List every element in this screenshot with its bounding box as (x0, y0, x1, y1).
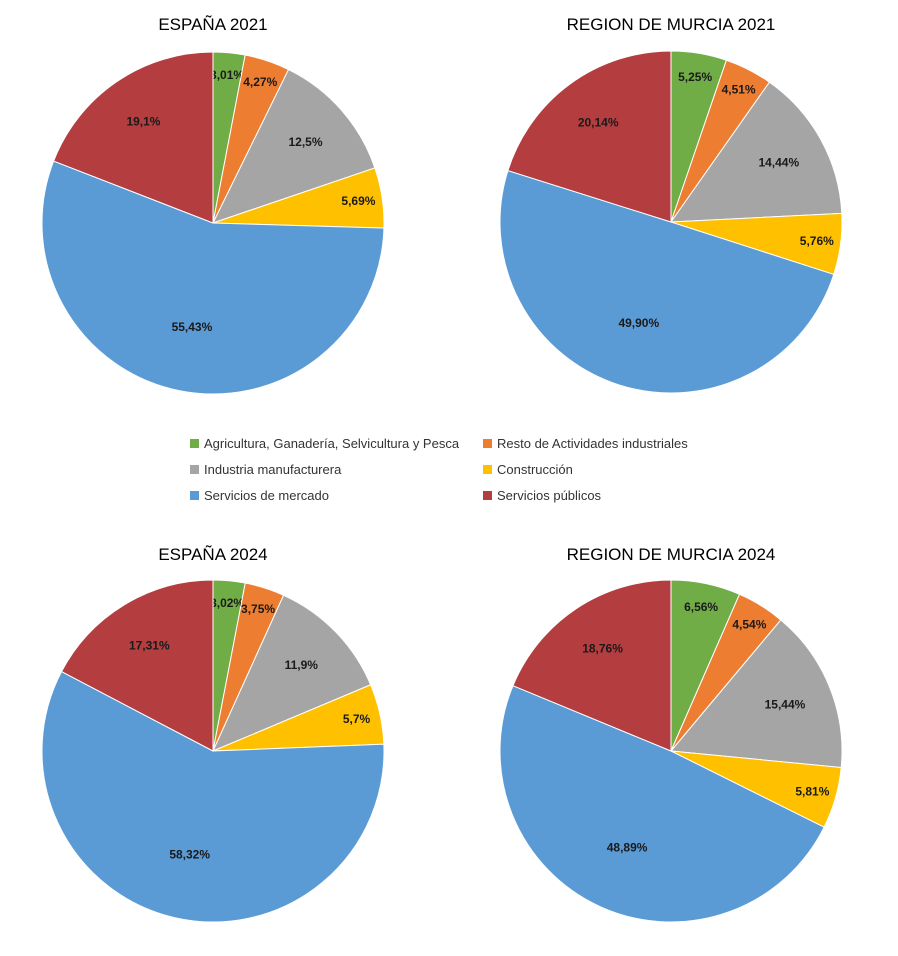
legend-swatch (483, 491, 492, 500)
data-label-agricultura: 3,01% (210, 68, 244, 82)
data-label-agricultura: 6,56% (684, 600, 718, 614)
data-label-servicios-mercado: 58,32% (169, 847, 210, 861)
data-label-resto-industriales: 3,75% (241, 602, 275, 616)
data-label-resto-industriales: 4,54% (732, 618, 766, 632)
legend-item-resto-industriales: Resto de Actividades industriales (483, 436, 688, 451)
data-label-industria: 11,9% (285, 658, 319, 672)
data-label-servicios-mercado: 49,90% (618, 316, 659, 330)
chart-title-murcia-2021: REGION DE MURCIA 2021 (566, 15, 776, 34)
data-label-industria: 14,44% (758, 156, 799, 170)
legend-label: Construcción (497, 462, 573, 477)
data-label-agricultura: 5,25% (678, 70, 712, 84)
data-label-resto-industriales: 4,51% (722, 82, 756, 96)
pie-slice-servicios-mercado (499, 169, 835, 394)
pie-slice-servicios-publicos (60, 579, 214, 752)
legend-label: Servicios públicos (497, 488, 602, 503)
data-label-servicios-publicos: 18,76% (582, 642, 623, 656)
data-label-agricultura: 3,02% (210, 596, 244, 610)
data-label-industria: 12,5% (288, 135, 322, 149)
legend-label: Agricultura, Ganadería, Selvicultura y P… (204, 436, 460, 451)
data-label-servicios-publicos: 19,1% (126, 114, 160, 128)
legend-item-agricultura: Agricultura, Ganadería, Selvicultura y P… (190, 436, 459, 451)
legend-label: Servicios de mercado (204, 488, 329, 503)
pie-slice-industria (212, 594, 372, 752)
pie-slice-industria (212, 68, 376, 224)
legend-item-servicios-publicos: Servicios públicos (483, 488, 601, 503)
chart-title-murcia-2024: REGION DE MURCIA 2024 (566, 545, 776, 564)
legend-item-servicios-mercado: Servicios de mercado (190, 488, 329, 503)
chart-title-espana-2024: ESPAÑA 2024 (158, 545, 268, 564)
pie-slice-servicios-mercado (499, 685, 825, 923)
legend-item-construccion: Construcción (483, 462, 573, 477)
pie-slice-servicios-publicos (507, 50, 672, 223)
legend-swatch (190, 491, 199, 500)
legend-label: Industria manufacturera (204, 462, 342, 477)
legend-swatch (190, 465, 199, 474)
data-label-construccion: 5,69% (341, 194, 375, 208)
pie-slice-servicios-mercado (41, 160, 385, 395)
data-label-resto-industriales: 4,27% (243, 75, 277, 89)
data-label-construccion: 5,81% (795, 785, 829, 799)
data-label-servicios-publicos: 20,14% (578, 116, 619, 130)
chart-title-espana-2021: ESPAÑA 2021 (158, 15, 268, 34)
pie-slice-industria (670, 619, 843, 769)
pie-slice-servicios-publicos (512, 579, 672, 752)
legend-label: Resto de Actividades industriales (497, 436, 688, 451)
data-label-construccion: 5,7% (343, 712, 371, 726)
data-label-servicios-mercado: 55,43% (172, 320, 213, 334)
pie-slice-industria (670, 81, 843, 223)
data-label-servicios-publicos: 17,31% (129, 639, 170, 653)
pie-slice-servicios-publicos (52, 51, 214, 224)
pie-slice-servicios-mercado (41, 670, 385, 923)
data-label-industria: 15,44% (765, 697, 806, 711)
data-label-servicios-mercado: 48,89% (607, 841, 648, 855)
legend-swatch (483, 439, 492, 448)
legend-swatch (190, 439, 199, 448)
data-label-construccion: 5,76% (800, 234, 834, 248)
legend-item-industria: Industria manufacturera (190, 462, 341, 477)
legend-swatch (483, 465, 492, 474)
